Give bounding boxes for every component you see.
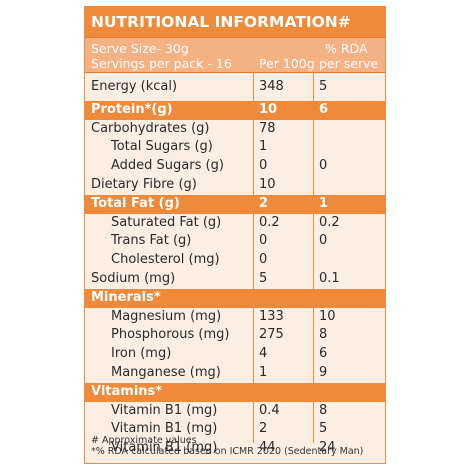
nutrient-table: Energy (kcal) 348 5 Protein*(g) 10 6 Carbohydr… — [85, 73, 385, 458]
nutrient-row: Carbohydrates (g) 78 — [85, 120, 385, 139]
per-100g-value: 133 — [259, 308, 284, 324]
nutrient-name: Protein*(g) — [91, 101, 173, 117]
serving-info: Serve Size- 30g Servings per pack - 16 — [91, 41, 232, 71]
nutrient-row: Energy (kcal) 348 5 — [85, 78, 385, 97]
nutrient-name: Magnesium (mg) — [111, 308, 222, 324]
rda-value: 6 — [319, 101, 329, 117]
per-100g-value: 78 — [259, 120, 276, 136]
nutrient-row: Vitamin B1 (mg) 2 5 — [85, 420, 385, 439]
section-row: Protein*(g) 10 6 — [85, 100, 385, 120]
column-divider-2 — [313, 71, 314, 443]
nutrient-row: Dietary Fibre (g) 10 — [85, 176, 385, 195]
column-header-rda: % RDA per serve — [319, 41, 378, 71]
per-100g-value: 5 — [259, 270, 268, 286]
per-100g-value: 0 — [259, 233, 268, 249]
serve-size: Serve Size- 30g — [91, 41, 189, 56]
per-100g-value: 2 — [259, 195, 269, 211]
per-100g-value: 0 — [259, 158, 268, 174]
nutrient-name: Total Fat (g) — [91, 195, 180, 211]
rda-value: 24 — [319, 440, 336, 456]
rda-value: 5 — [319, 79, 328, 94]
nutrient-name: Carbohydrates (g) — [91, 120, 210, 136]
nutrient-name: Phosphorous (mg) — [111, 327, 230, 343]
nutrient-name: Added Sugars (g) — [111, 158, 224, 174]
nutrient-name: Iron (mg) — [111, 346, 172, 362]
per-100g-value: 0 — [259, 252, 268, 268]
nutrient-row: Magnesium (mg) 133 10 — [85, 308, 385, 327]
nutrient-name: Cholesterol (mg) — [111, 252, 220, 268]
column-header-per100g: Per 100g — [259, 56, 315, 71]
rda-value: 10 — [319, 308, 336, 324]
per-100g-value: 348 — [259, 79, 284, 94]
rda-value: 6 — [319, 346, 328, 362]
column-divider-1 — [253, 71, 254, 443]
nutrient-name: Sodium (mg) — [91, 270, 176, 286]
nutrient-name: Minerals* — [91, 289, 161, 305]
nutrient-row: Trans Fat (g) 0 0 — [85, 232, 385, 251]
per-100g-value: 44 — [259, 440, 276, 456]
footnote-approx: # Approximate values — [91, 435, 197, 446]
label-header: Serve Size- 30g Servings per pack - 16 P… — [85, 38, 385, 73]
per-100g-value: 10 — [259, 101, 278, 117]
nutrient-row: Phosphorous (mg) 275 8 — [85, 326, 385, 345]
footnotes: # Approximate values *% RDA calculated b… — [91, 435, 363, 457]
nutrient-row: Saturated Fat (g) 0.2 0.2 — [85, 214, 385, 233]
nutrient-row: Vitamin B1 (mg) 44 24 — [85, 439, 385, 458]
per-100g-value: 1 — [259, 139, 268, 155]
rda-value: 0 — [319, 233, 328, 249]
label-title: NUTRITIONAL INFORMATION# — [85, 7, 385, 38]
footnote-rda: *% RDA calculated based on ICMR 2020 (Se… — [91, 446, 364, 457]
nutrient-row: Added Sugars (g) 0 0 — [85, 157, 385, 176]
nutrient-row: Total Sugars (g) 1 — [85, 138, 385, 157]
per-100g-value: 10 — [259, 176, 276, 192]
rda-header-line1: % RDA — [325, 41, 368, 56]
section-row: Minerals* — [85, 288, 385, 308]
nutrient-name: Vitamin B1 (mg) — [111, 402, 218, 418]
per-100g-value: 275 — [259, 327, 284, 343]
rda-value: 8 — [319, 402, 328, 418]
nutrition-label: NUTRITIONAL INFORMATION# Serve Size- 30g… — [84, 6, 386, 464]
per-100g-value: 1 — [259, 364, 268, 380]
nutrient-name: Total Sugars (g) — [111, 139, 213, 155]
rda-value: 9 — [319, 364, 328, 380]
nutrient-row: Vitamin B1 (mg) 0.4 8 — [85, 402, 385, 421]
nutrient-name: Vitamins* — [91, 383, 163, 399]
nutrient-row: Sodium (mg) 5 0.1 — [85, 270, 385, 289]
nutrient-name: Vitamin B1 (mg) — [111, 440, 218, 456]
nutrient-name: Saturated Fat (g) — [111, 214, 222, 230]
rda-value: 1 — [319, 195, 329, 211]
rda-value: 0 — [319, 158, 328, 174]
rda-value: 5 — [319, 421, 328, 437]
servings-per-pack: Servings per pack - 16 — [91, 56, 232, 71]
nutrient-name: Dietary Fibre (g) — [91, 176, 197, 192]
nutrient-row: Iron (mg) 4 6 — [85, 345, 385, 364]
per-100g-value: 0.4 — [259, 402, 280, 418]
rda-value: 8 — [319, 327, 328, 343]
rda-header-line2: per serve — [319, 56, 379, 71]
nutrient-name: Trans Fat (g) — [111, 233, 192, 249]
nutrient-name: Vitamin B1 (mg) — [111, 421, 218, 437]
nutrient-row: Manganese (mg) 1 9 — [85, 364, 385, 383]
per-100g-value: 4 — [259, 346, 268, 362]
nutrient-row: Cholesterol (mg) 0 — [85, 251, 385, 270]
rda-value: 0.2 — [319, 214, 340, 230]
per-100g-value: 0.2 — [259, 214, 280, 230]
rda-value: 0.1 — [319, 270, 340, 286]
section-row: Total Fat (g) 2 1 — [85, 194, 385, 214]
per-100g-value: 2 — [259, 421, 268, 437]
section-row: Vitamins* — [85, 382, 385, 402]
nutrient-name: Manganese (mg) — [111, 364, 221, 380]
nutrient-name: Energy (kcal) — [91, 79, 178, 94]
